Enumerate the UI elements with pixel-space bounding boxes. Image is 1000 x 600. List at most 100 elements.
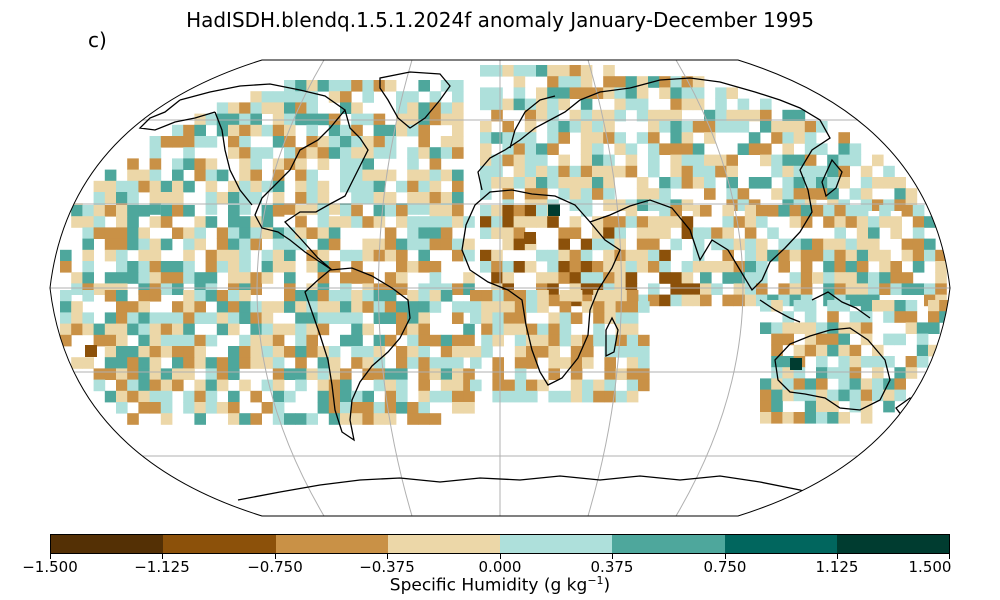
- anomaly-cell: [905, 188, 918, 200]
- anomaly-cell: [771, 344, 783, 357]
- anomaly-cell: [834, 227, 846, 239]
- anomaly-cell: [149, 390, 162, 403]
- anomaly-cell: [860, 177, 873, 189]
- anomaly-cell: [744, 205, 757, 217]
- anomaly-cell: [582, 301, 594, 313]
- anomaly-cell: [816, 344, 828, 357]
- anomaly-cell: [793, 389, 806, 402]
- anomaly-cell: [648, 121, 660, 133]
- anomaly-cell: [860, 300, 873, 312]
- anomaly-cell: [362, 301, 374, 313]
- anomaly-cell: [614, 165, 626, 178]
- anomaly-cell: [149, 346, 162, 358]
- anomaly-cell: [604, 346, 616, 358]
- anomaly-cell: [272, 357, 285, 369]
- anomaly-cell: [418, 390, 430, 403]
- anomaly-cell: [845, 261, 858, 273]
- anomaly-cell: [559, 323, 572, 336]
- anomaly-cell: [681, 143, 694, 155]
- anomaly-cell: [916, 356, 929, 368]
- anomaly-cell: [340, 290, 352, 302]
- anomaly-cell: [328, 147, 341, 159]
- anomaly-cell: [603, 165, 615, 178]
- anomaly-cell: [205, 136, 218, 148]
- anomaly-cell: [373, 346, 386, 358]
- anomaly-cell: [513, 98, 526, 111]
- anomaly-cell: [429, 158, 442, 170]
- anomaly-cell: [625, 154, 638, 167]
- anomaly-cell: [737, 199, 750, 211]
- anomaly-cell: [558, 261, 570, 273]
- anomaly-cell: [228, 205, 240, 217]
- anomaly-cell: [771, 333, 783, 346]
- anomaly-cell: [228, 346, 240, 358]
- anomaly-cell: [928, 300, 940, 312]
- anomaly-cell: [328, 124, 341, 137]
- anomaly-cell: [60, 334, 72, 347]
- anomaly-cell: [463, 301, 475, 313]
- anomaly-cell: [306, 147, 318, 159]
- anomaly-cell: [272, 334, 285, 347]
- anomaly-cell: [625, 143, 638, 155]
- anomaly-cell: [340, 402, 352, 414]
- anomaly-cell: [239, 312, 251, 324]
- anomaly-cell: [744, 238, 757, 251]
- anomaly-cell: [480, 65, 492, 77]
- anomaly-cell: [481, 301, 493, 313]
- anomaly-cell: [328, 357, 341, 369]
- anomaly-cell: [570, 368, 583, 380]
- anomaly-cell: [481, 290, 493, 302]
- colorbar-swatch-6: [612, 535, 725, 553]
- anomaly-cell: [149, 379, 162, 392]
- anomaly-cell: [351, 272, 363, 284]
- anomaly-cell: [429, 180, 442, 193]
- anomaly-cell: [782, 378, 794, 390]
- anomaly-cell: [205, 312, 218, 324]
- anomaly-cell: [396, 272, 408, 284]
- anomaly-cell: [183, 334, 195, 347]
- anomaly-cell: [362, 346, 374, 358]
- anomaly-cell: [872, 199, 884, 211]
- anomaly-cell: [849, 311, 862, 323]
- anomaly-cell: [789, 216, 802, 228]
- anomaly-cell: [625, 261, 638, 273]
- anomaly-cell: [823, 283, 835, 295]
- anomaly-cell: [463, 216, 475, 228]
- anomaly-cell: [838, 344, 850, 357]
- anomaly-cell: [793, 177, 806, 189]
- anomaly-cell: [373, 283, 386, 295]
- anomaly-cell: [396, 205, 408, 217]
- anomaly-cell: [636, 227, 649, 239]
- anomaly-cell: [782, 154, 794, 167]
- anomaly-cell: [351, 261, 363, 273]
- anomaly-cell: [396, 312, 408, 324]
- anomaly-cell: [470, 301, 482, 313]
- anomaly-cell: [295, 158, 307, 170]
- anomaly-cell: [872, 300, 884, 312]
- anomaly-cell: [502, 132, 514, 144]
- anomaly-cell: [228, 147, 240, 159]
- anomaly-cell: [816, 188, 828, 200]
- anomaly-cell: [593, 312, 605, 324]
- anomaly-cell: [60, 301, 72, 313]
- anomaly-cell: [228, 238, 240, 251]
- anomaly-cell: [838, 333, 850, 346]
- anomaly-cell: [491, 154, 503, 167]
- anomaly-cell: [250, 124, 262, 137]
- anomaly-cell: [71, 312, 83, 324]
- anomaly-cell: [272, 91, 285, 103]
- anomaly-cell: [418, 80, 430, 92]
- anomaly-cell: [284, 102, 296, 114]
- anomaly-cell: [239, 203, 251, 215]
- anomaly-cell: [149, 283, 162, 295]
- anomaly-cell: [104, 180, 117, 193]
- anomaly-cell: [228, 301, 240, 313]
- anomaly-cell: [396, 102, 408, 114]
- anomaly-cell: [362, 180, 374, 193]
- anomaly-cell: [502, 205, 514, 217]
- anomaly-cell: [284, 203, 296, 215]
- anomaly-cell: [82, 323, 94, 336]
- anomaly-cell: [823, 238, 835, 251]
- anomaly-cell: [194, 169, 206, 182]
- anomaly-cell: [194, 283, 206, 295]
